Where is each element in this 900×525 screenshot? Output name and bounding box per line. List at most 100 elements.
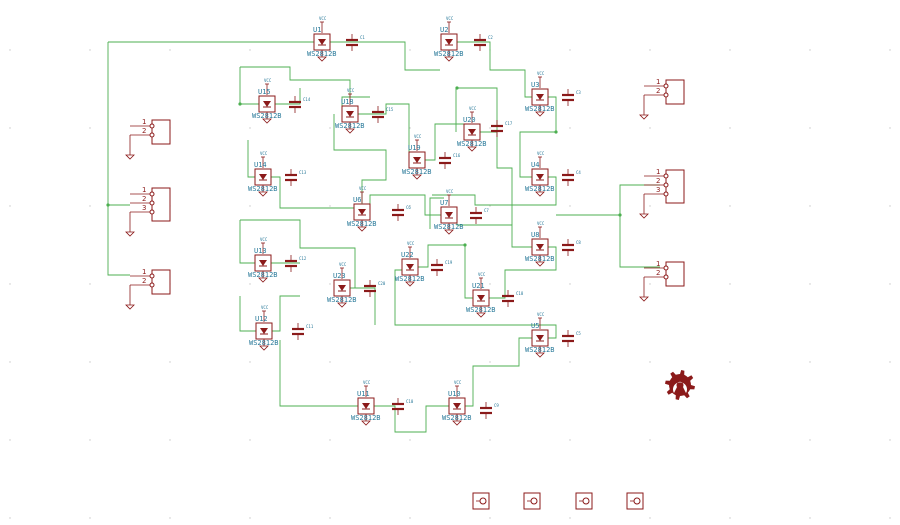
wire xyxy=(519,96,557,178)
led-designator: U2 xyxy=(440,26,448,34)
led-u12: VCC U12 WS2812B C11 xyxy=(249,305,314,351)
wire xyxy=(455,87,513,225)
grid-dot xyxy=(9,127,11,129)
capacitor: C14 xyxy=(289,96,311,113)
led-symbol-icon xyxy=(362,403,370,409)
grid-dot xyxy=(569,205,571,207)
grid-dot xyxy=(809,439,811,441)
hole-ring xyxy=(479,497,487,505)
led-value: WS2812B xyxy=(347,220,377,228)
ground-icon xyxy=(405,281,415,287)
grid-dot xyxy=(89,439,91,441)
grid-dot xyxy=(489,283,491,285)
grid-dot xyxy=(249,205,251,207)
led-u23: VCC U23 WS2812B C20 xyxy=(327,262,386,308)
grid-dot xyxy=(329,127,331,129)
led-symbol-icon xyxy=(259,260,267,266)
hole-ring xyxy=(633,497,641,505)
ground-icon xyxy=(258,277,268,283)
power-label: VCC xyxy=(537,312,545,317)
capacitor: C5 xyxy=(562,330,581,347)
wire xyxy=(465,337,532,407)
mounting-hole-icon xyxy=(626,492,644,510)
grid-dot xyxy=(889,49,891,51)
wire xyxy=(374,405,449,433)
pin-contact xyxy=(663,83,669,89)
grid-dot xyxy=(489,517,491,519)
mounting-holes xyxy=(472,492,644,510)
components: VCC U1 WS2812B C1 VCC U2 WS2812B C2 VCC U3 WS2812B… xyxy=(248,16,581,426)
pin-contact xyxy=(149,200,155,206)
mounting-hole-icon xyxy=(523,492,541,510)
pin-contact xyxy=(149,209,155,215)
header-connector: 123 xyxy=(639,168,685,219)
led-symbol-icon xyxy=(358,209,366,215)
led-designator: U22 xyxy=(401,251,414,259)
wire xyxy=(619,215,660,268)
capacitor: C19 xyxy=(431,259,453,276)
power-label: VCC xyxy=(261,305,269,310)
grid-dot xyxy=(249,361,251,363)
cap-designator: C19 xyxy=(445,260,453,265)
pin-number: 1 xyxy=(656,78,660,86)
grid-dot xyxy=(89,49,91,51)
grid-dot xyxy=(89,283,91,285)
wire xyxy=(358,103,410,160)
pin-number: 2 xyxy=(142,195,146,203)
led-symbol-icon xyxy=(477,295,485,301)
wire xyxy=(239,296,256,332)
cap-designator: C4 xyxy=(576,170,581,175)
led-value: WS2812B xyxy=(434,223,464,231)
power-label: VCC xyxy=(264,78,272,83)
grid-dot xyxy=(89,517,91,519)
grid-dot xyxy=(489,127,491,129)
wire xyxy=(330,41,440,71)
grid-dot xyxy=(489,361,491,363)
power-label: VCC xyxy=(537,221,545,226)
grid-dot xyxy=(89,205,91,207)
led-designator: U12 xyxy=(255,315,268,323)
ground-icon xyxy=(444,229,454,235)
power-label: VCC xyxy=(260,237,268,242)
capacitor: C12 xyxy=(285,255,307,272)
header-connector: 12 xyxy=(639,78,685,120)
led-symbol-icon xyxy=(453,403,461,409)
gear-shape xyxy=(665,370,695,400)
grid-dot xyxy=(729,361,731,363)
wire xyxy=(432,176,557,206)
pin-number: 2 xyxy=(656,87,660,95)
mounting-hole-icon xyxy=(575,492,593,510)
hole-ring xyxy=(530,497,538,505)
cap-designator: C20 xyxy=(378,281,386,286)
power-label: VCC xyxy=(363,380,371,385)
power-label: VCC xyxy=(347,88,355,93)
wire-junction xyxy=(455,86,459,90)
capacitor: C18 xyxy=(502,290,524,307)
led-symbol-icon xyxy=(338,285,346,291)
grid-dot xyxy=(569,361,571,363)
grid-dot xyxy=(809,127,811,129)
grid-dot xyxy=(809,517,811,519)
grid-dot xyxy=(329,205,331,207)
grid-dot xyxy=(649,439,651,441)
ground-icon xyxy=(258,191,268,197)
led-designator: U23 xyxy=(333,272,346,280)
led-value: WS2812B xyxy=(327,296,357,304)
grid-dot xyxy=(169,361,171,363)
wires xyxy=(106,41,660,433)
header-connector: 12 xyxy=(125,118,171,160)
ground-icon xyxy=(535,261,545,267)
grid-dot xyxy=(9,361,11,363)
grid-dot xyxy=(249,49,251,51)
grid-dot xyxy=(889,361,891,363)
led-u21: VCC U21 WS2812B C18 xyxy=(466,272,524,318)
grid-dot xyxy=(649,517,651,519)
capacitor: C17 xyxy=(491,120,513,137)
wire-junction xyxy=(618,213,622,217)
grid-dot xyxy=(409,127,411,129)
ground-icon xyxy=(337,302,347,308)
grid-dot xyxy=(409,361,411,363)
led-u6: VCC U6 WS2812B C6 xyxy=(347,186,411,232)
cap-designator: C7 xyxy=(484,208,489,213)
